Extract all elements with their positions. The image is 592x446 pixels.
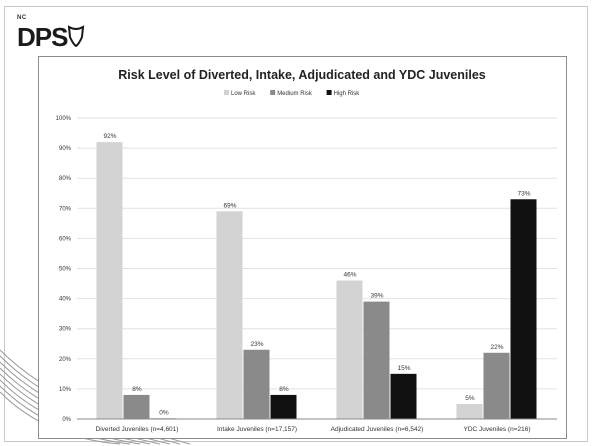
bar [363, 301, 390, 419]
chart-container: Risk Level of Diverted, Intake, Adjudica… [38, 56, 567, 439]
data-label: 0% [159, 409, 169, 416]
x-tick-label: Adjudicated Juveniles (n=6,542) [331, 426, 424, 433]
bar [456, 403, 483, 419]
slide-frame [4, 6, 588, 442]
logo-small-text: NC [17, 15, 27, 21]
legend-label: Medium Risk [277, 91, 313, 97]
bar [336, 280, 363, 419]
bar [96, 142, 123, 419]
data-label: 8% [279, 386, 289, 393]
data-label: 15% [397, 365, 410, 372]
data-label: 46% [343, 272, 356, 279]
x-tick-label: YDC Juveniles (n=216) [463, 426, 530, 433]
bar [123, 394, 150, 419]
bar [390, 373, 417, 419]
x-tick-label: Diverted Juveniles (n=4,601) [96, 426, 179, 433]
bar [510, 199, 537, 419]
y-axis-ticks: 0% 10% 20% 30% 40% 50% 60% 70% 80% 90% 100% [56, 116, 72, 423]
y-tick-label: 50% [59, 267, 72, 273]
bar [483, 352, 510, 419]
y-tick-label: 60% [59, 236, 72, 242]
data-label: 92% [103, 133, 116, 140]
legend-label: High Risk [334, 91, 361, 97]
chart-title: Risk Level of Diverted, Intake, Adjudica… [118, 68, 486, 82]
y-tick-label: 100% [56, 116, 72, 122]
y-tick-label: 30% [59, 327, 72, 333]
y-tick-label: 10% [59, 387, 72, 393]
gridlines [77, 117, 557, 390]
legend-swatch [326, 90, 332, 95]
y-tick-label: 70% [59, 206, 72, 212]
legend-label: Low Risk [231, 91, 256, 97]
data-label: 69% [223, 202, 236, 209]
data-labels: 92% 8% 0% 69% 23% 8% 46% 39% 15% 5% 22% 73% [103, 133, 530, 416]
y-tick-label: 90% [59, 146, 72, 152]
data-label: 39% [370, 293, 383, 300]
y-tick-label: 20% [59, 357, 72, 363]
y-tick-label: 80% [59, 176, 72, 182]
bars [96, 142, 537, 419]
data-label: 23% [250, 341, 263, 348]
data-label: 8% [132, 386, 142, 393]
data-label: 22% [490, 344, 503, 351]
legend-swatch [270, 90, 276, 95]
y-tick-label: 0% [62, 417, 71, 423]
y-tick-label: 40% [59, 297, 72, 303]
logo-main-text: DPS [17, 22, 68, 52]
bar-chart: Risk Level of Diverted, Intake, Adjudica… [56, 68, 557, 433]
dps-logo: NC DPS [17, 15, 87, 55]
legend-swatch [224, 90, 229, 95]
data-label: 73% [517, 190, 530, 197]
bar [270, 394, 297, 419]
data-label: 5% [465, 395, 475, 402]
bar [216, 211, 243, 419]
bar [243, 349, 270, 419]
chart-legend: Low Risk Medium Risk High Risk [224, 90, 360, 97]
x-tick-label: Intake Juveniles (n=17,157) [217, 426, 297, 433]
x-axis-labels: Diverted Juveniles (n=4,601) Intake Juven… [96, 426, 531, 433]
shield-icon [67, 25, 85, 47]
